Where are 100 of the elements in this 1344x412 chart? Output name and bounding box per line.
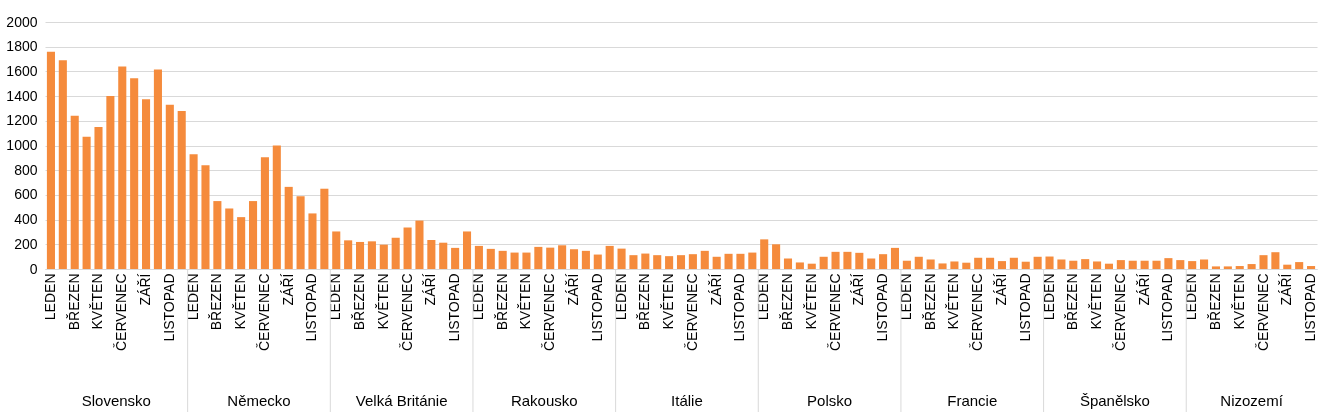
bar <box>1128 260 1137 269</box>
bar <box>617 248 626 269</box>
x-tick-label: ZÁŘÍ <box>137 273 154 306</box>
y-tick-label: 1800 <box>6 38 38 55</box>
text: Rakousko <box>510 392 578 409</box>
bar <box>379 244 388 269</box>
bar <box>355 241 365 269</box>
x-tick-label: BŘEZEN <box>636 273 653 331</box>
bar <box>1295 262 1304 269</box>
x-tick-label: KVĚTEN <box>660 273 677 330</box>
y-tick-label: 400 <box>14 211 38 228</box>
x-tick-label: ČERVENEC <box>255 273 272 352</box>
x-tick-label: LEDEN <box>755 273 772 321</box>
x-tick-label: KVĚTEN <box>1230 273 1247 330</box>
bar <box>153 69 162 269</box>
bar <box>914 256 923 269</box>
bar <box>890 247 900 269</box>
bar <box>344 240 353 269</box>
x-tick-label: BŘEZEN <box>493 273 510 331</box>
bar <box>807 263 816 269</box>
x-tick-label: LEDEN <box>327 273 344 321</box>
x-tick-label: BŘEZEN <box>1206 273 1223 331</box>
x-tick-label: BŘEZEN <box>208 273 225 331</box>
bar <box>1140 260 1149 269</box>
bar <box>843 251 852 269</box>
y-tick-label: 200 <box>14 235 38 252</box>
x-tick-label: KVĚTEN <box>517 273 534 330</box>
x-tick-label: BŘEZEN <box>351 273 368 331</box>
bar <box>272 145 281 269</box>
bar <box>1307 266 1316 269</box>
x-tick-label: LISTOPAD <box>588 273 605 342</box>
bar <box>58 60 67 269</box>
x-tick-label: ČERVENEC <box>541 273 558 352</box>
bar <box>605 245 614 269</box>
bar <box>82 136 91 269</box>
x-tick-label: ČERVENEC <box>113 273 130 352</box>
x-tick-label: LISTOPAD <box>446 273 463 342</box>
bar <box>867 258 876 269</box>
bar <box>249 201 258 269</box>
bar <box>1045 256 1054 269</box>
bar <box>974 257 983 269</box>
x-tick-label: LEDEN <box>897 273 914 321</box>
bar <box>641 253 650 269</box>
text: Polsko <box>807 392 853 409</box>
x-tick-label: BŘEZEN <box>65 273 82 331</box>
text: Francie <box>947 392 998 409</box>
bar <box>498 250 507 269</box>
bar <box>879 254 888 269</box>
x-tick-label: ZÁŘÍ <box>992 273 1009 306</box>
x-tick-label: LEDEN <box>1183 273 1200 321</box>
bar <box>997 261 1007 269</box>
bar <box>367 241 376 269</box>
bar <box>795 262 804 269</box>
bar <box>486 248 495 269</box>
bar <box>70 115 79 269</box>
x-tick-label: LEDEN <box>469 273 486 321</box>
bar <box>451 247 460 269</box>
x-tick-label: ČERVENEC <box>1254 273 1271 352</box>
bar <box>665 256 674 269</box>
bar <box>546 247 555 269</box>
bar <box>700 250 709 269</box>
bar <box>94 126 103 269</box>
bar <box>1093 261 1102 269</box>
bar <box>308 213 317 269</box>
bar <box>760 239 769 269</box>
x-tick-label: LEDEN <box>612 273 629 321</box>
bar <box>462 231 472 269</box>
y-tick-label: 1000 <box>6 137 38 153</box>
text: Nizozemí <box>1220 392 1284 409</box>
bar <box>950 261 959 269</box>
bar <box>165 104 174 269</box>
x-tick-label: BŘEZEN <box>1064 273 1081 331</box>
text: Itálie <box>671 392 703 409</box>
x-tick-label: LISTOPAD <box>303 273 320 342</box>
x-tick-label: LISTOPAD <box>1302 273 1319 342</box>
bar <box>189 154 198 269</box>
bar <box>1104 263 1113 269</box>
bar <box>1283 264 1292 269</box>
x-tick-label: ČERVENEC <box>683 273 700 352</box>
x-tick-label: ZÁŘÍ <box>850 273 867 306</box>
bar <box>1200 259 1209 269</box>
x-tick-label: ZÁŘÍ <box>707 273 724 306</box>
bar <box>902 260 911 269</box>
text: Španělsko <box>1079 392 1150 409</box>
bar <box>1033 256 1042 269</box>
bar <box>427 239 436 269</box>
bar <box>510 252 519 269</box>
x-tick-label: KVĚTEN <box>374 273 391 330</box>
bar <box>1247 264 1256 269</box>
x-tick-label: ZÁŘÍ <box>422 273 439 306</box>
bar <box>1223 266 1232 269</box>
bar <box>581 250 590 269</box>
bar <box>130 78 139 269</box>
bar <box>415 220 424 269</box>
bar <box>748 252 757 269</box>
bar <box>1021 261 1030 269</box>
x-tick-label: ČERVENEC <box>969 273 986 352</box>
bar <box>1152 260 1161 269</box>
bar <box>237 217 246 269</box>
text: Velká Británie <box>355 392 448 409</box>
